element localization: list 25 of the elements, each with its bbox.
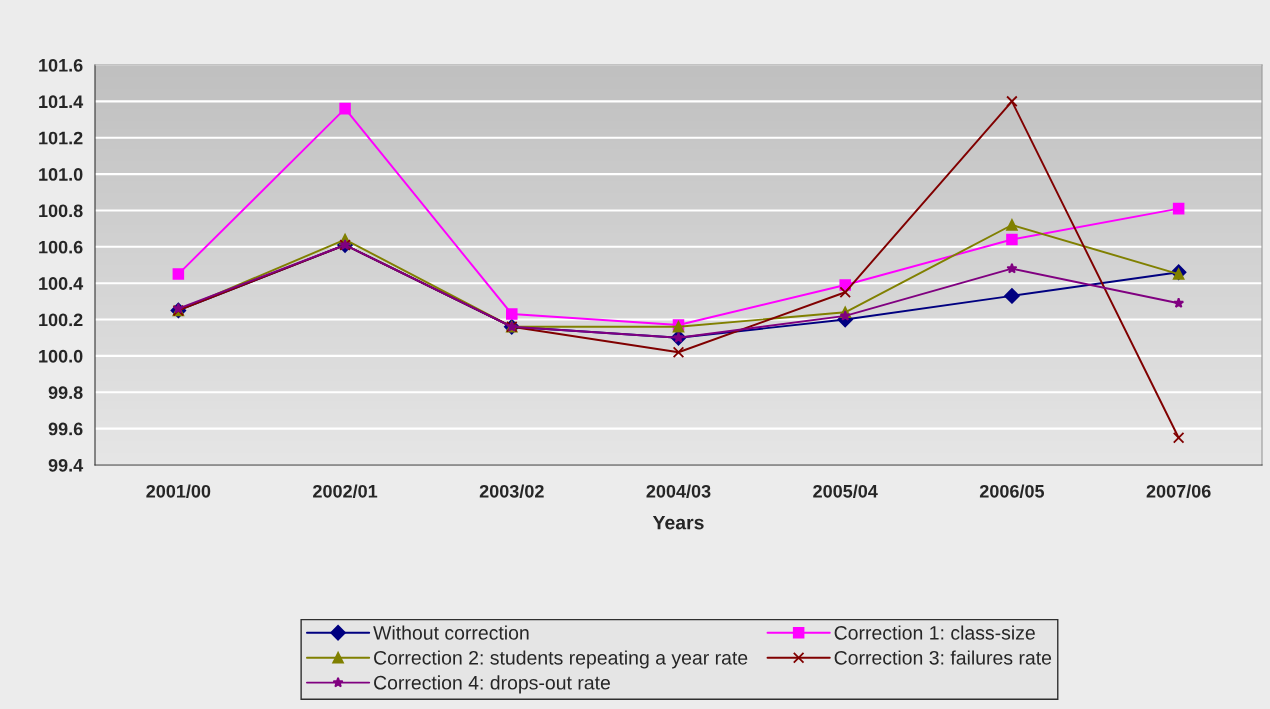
legend-label: Correction 3: failures rate [834,650,1052,665]
y-tick-label: 101.6 [39,58,83,72]
x-tick-label: 2004/03 [646,484,711,498]
x-tick-label: 2001/00 [146,484,211,498]
x-axis-title: Years [652,515,704,530]
x-tick-label: 2005/04 [813,484,878,498]
y-tick-label: 101.0 [39,168,83,181]
legend-label: Correction 1: class-size [834,625,1035,640]
y-tick-label: 100.2 [39,313,83,327]
y-tick-label: 99.6 [48,422,83,436]
legend-label: Without correction [373,625,529,640]
y-tick-label: 100.4 [39,277,84,290]
y-tick-label: 99.4 [48,458,84,472]
y-tick-label: 99.8 [48,386,83,399]
y-tick-label: 100.8 [39,204,83,218]
y-tick-label: 100.6 [39,240,83,254]
y-tick-label: 100.0 [39,349,83,363]
y-tick-label: 101.4 [39,95,84,109]
x-tick-label: 2006/05 [979,484,1045,498]
x-tick-label: 2007/06 [1146,484,1211,498]
x-tick-label: 2002/01 [313,484,378,498]
y-tick-label: 101.2 [39,131,83,145]
x-tick-label: 2003/02 [479,484,544,498]
legend-label: Correction 4: drops-out rate [374,675,610,694]
legend-label: Correction 2: students repeating a year rate [374,650,748,669]
